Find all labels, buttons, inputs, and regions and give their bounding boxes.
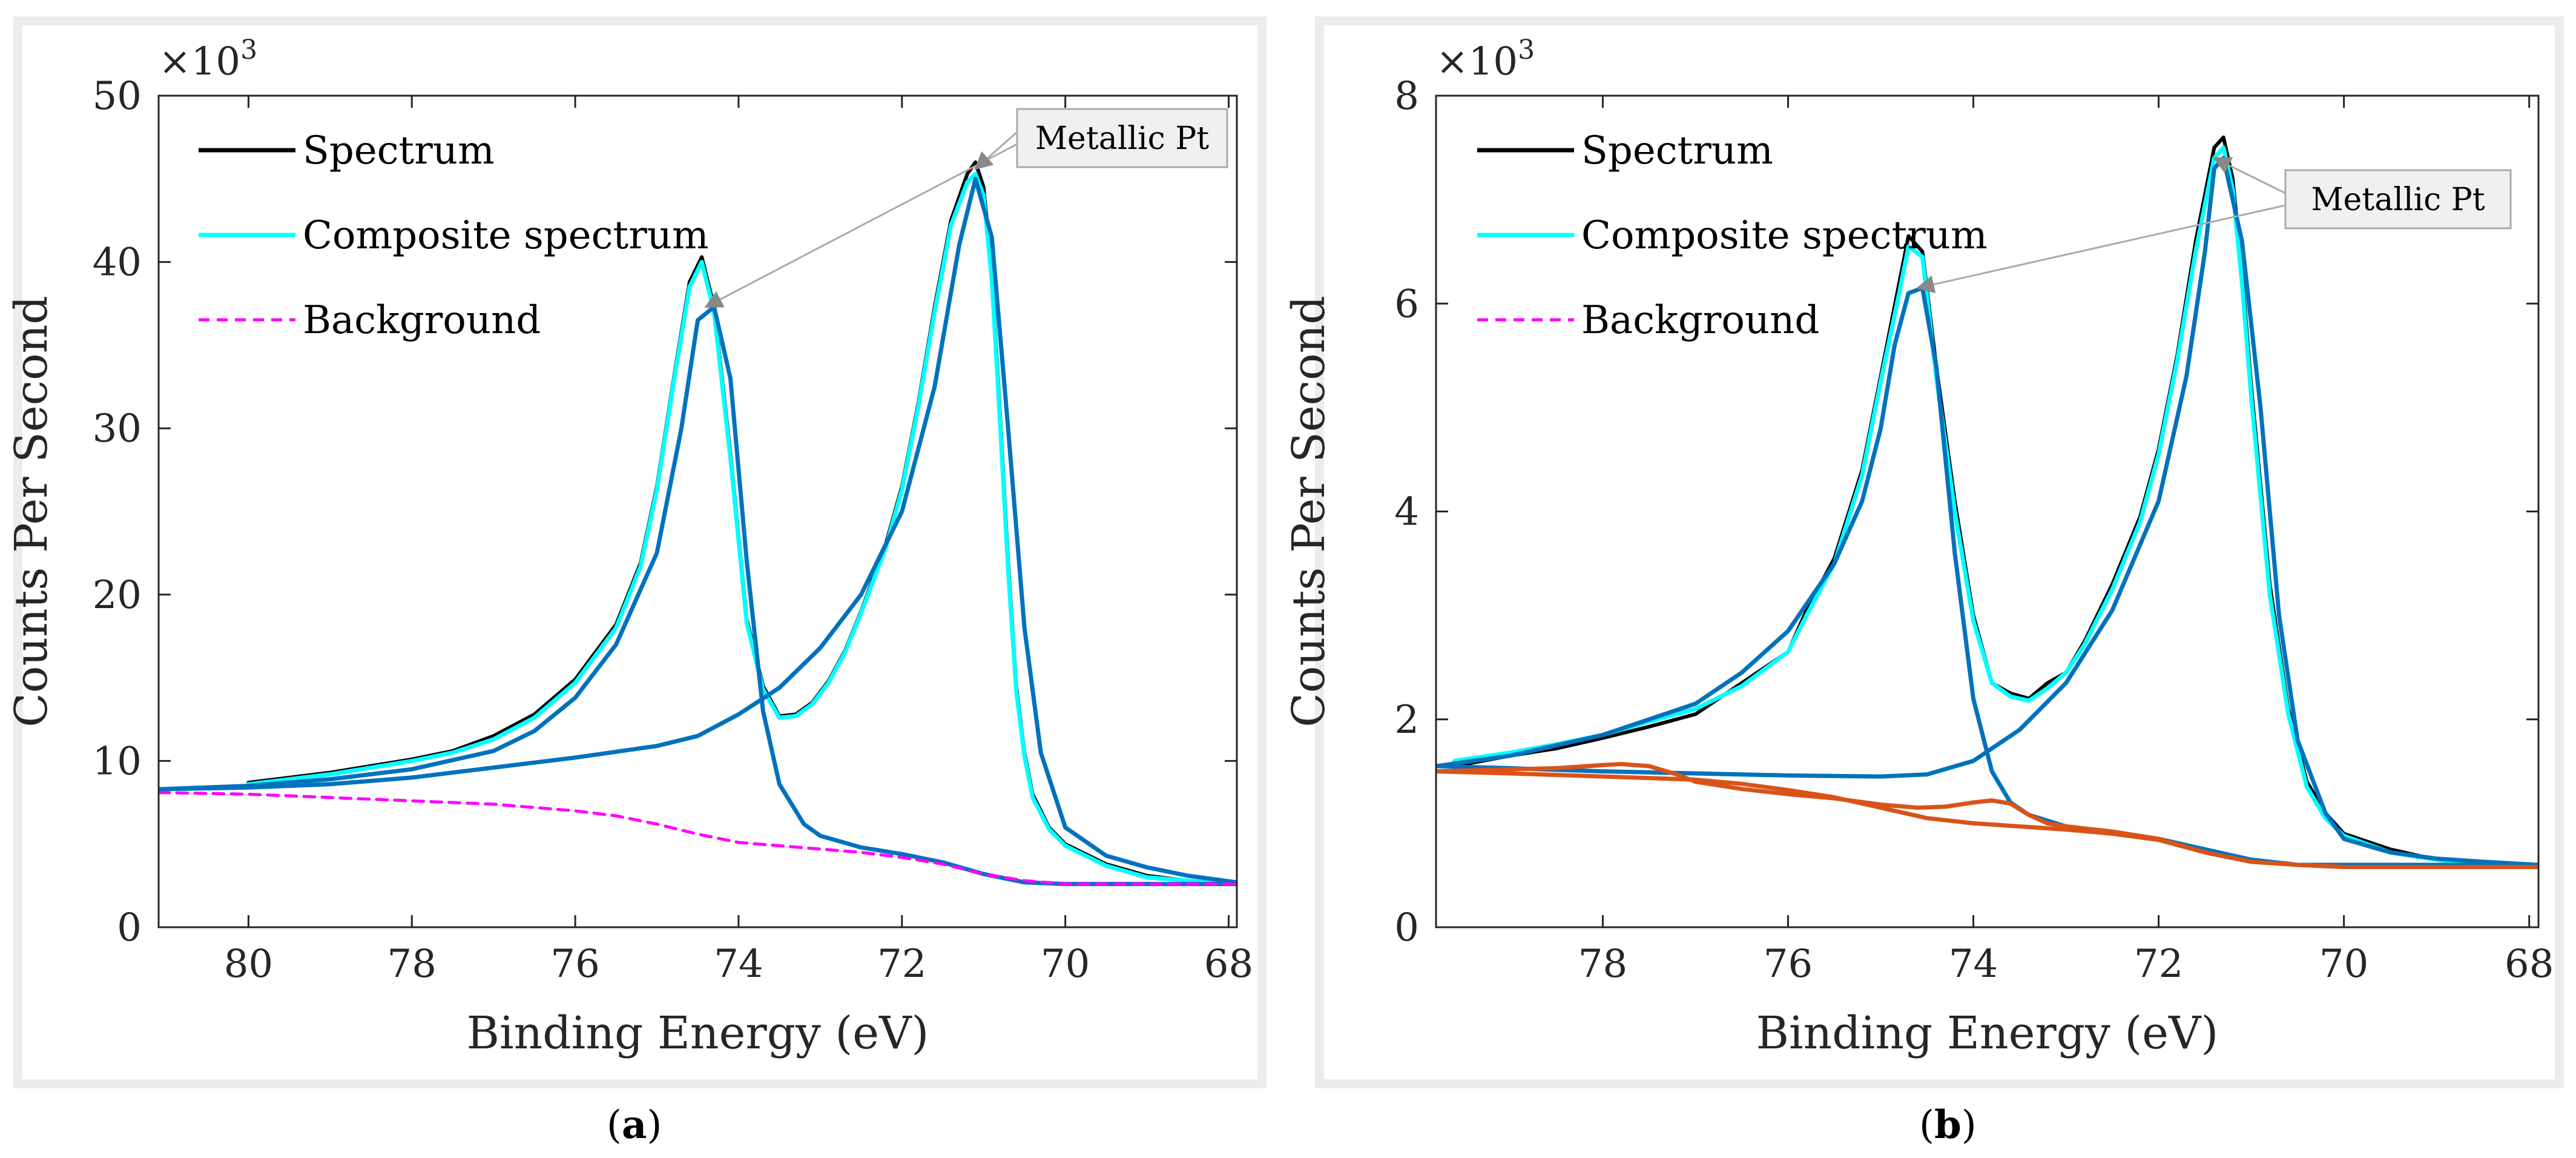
x-tick-label: 70 (2319, 942, 2368, 987)
series-pt-4f5-2 (1436, 286, 2538, 867)
x-tick-label: 78 (387, 942, 436, 987)
x-tick-label: 76 (550, 942, 599, 987)
x-tick-label: 72 (877, 942, 926, 987)
panel-a-caption-letter: a (621, 1102, 647, 1148)
panel-b-series (1436, 135, 2538, 869)
y-tick-label: 2 (1394, 698, 1419, 743)
panel-b-annotation-arrow-1 (1916, 204, 2286, 294)
series-pt-4f5-2 (159, 305, 1237, 887)
panel-b-legend-composite: Composite spectrum (1581, 213, 1988, 258)
panel-b-x-axis-label: Binding Energy (eV) (1756, 1007, 2219, 1059)
panel-b-caption-letter: b (1934, 1102, 1962, 1148)
panel-b-annotation-arrow-2 (2212, 157, 2286, 194)
y-tick-label: 40 (93, 240, 142, 285)
x-tick-label: 72 (2134, 942, 2183, 987)
panel-b-legend: Spectrum Composite spectrum Background (1477, 128, 1988, 343)
series-component-3 (1436, 762, 2538, 869)
series-component-4 (1436, 769, 2538, 869)
y-tick-label: 30 (93, 406, 142, 451)
panel-b-caption: (b) (1919, 1102, 1977, 1148)
panel-a-annotation-text: Metallic Pt (1035, 121, 1209, 157)
y-tick-label: 4 (1394, 490, 1419, 535)
y-tick-label: 0 (117, 905, 142, 950)
panel-a-legend-spectrum: Spectrum (303, 128, 495, 173)
panel-a-legend-background: Background (303, 298, 541, 343)
panel-a-annotation-box (1016, 108, 1228, 168)
series-background (159, 791, 1237, 886)
panel-a-legend-composite: Composite spectrum (303, 213, 709, 258)
series-composite-spectrum (1452, 145, 2532, 867)
x-tick-label: 80 (224, 942, 273, 987)
series-pt-4f7-2 (159, 176, 1237, 885)
panel-a-x-axis-label: Binding Energy (eV) (467, 1007, 929, 1059)
panel-a-annotation-arrow-1 (704, 143, 1018, 308)
y-tick-label: 0 (1394, 905, 1419, 950)
x-tick-label: 78 (1578, 942, 1627, 987)
series-pt-4f7-2 (1436, 156, 2538, 867)
y-tick-label: 20 (93, 573, 142, 618)
panel-a: 80 78 76 74 72 70 68 0 10 20 30 40 50 ×103 Binding E… (5, 35, 1253, 1059)
panel-a-legend: Spectrum Composite spectrum Background (199, 128, 709, 343)
panel-a-axes-box (157, 94, 1238, 928)
panel-a-annotation-arrow-2 (973, 131, 1018, 170)
panel-a-y-axis-label: Counts Per Second (5, 296, 58, 727)
y-tick-label: 6 (1394, 282, 1419, 326)
panel-b-annotation-text: Metallic Pt (2311, 182, 2485, 218)
y-tick-label: 10 (93, 739, 142, 784)
y-tick-label: 50 (93, 74, 142, 119)
panel-b-legend-spectrum: Spectrum (1581, 128, 1773, 173)
panel-a-annotation: Metallic Pt (704, 108, 1228, 308)
y-tick-label: 8 (1394, 74, 1419, 119)
x-tick-label: 76 (1764, 942, 1813, 987)
panel-b-exponent-label: ×103 (1436, 35, 1535, 84)
panel-b-annotation-box (2284, 169, 2512, 230)
panel-b-y-axis-label: Counts Per Second (1283, 296, 1335, 727)
panel-b-legend-background: Background (1581, 298, 1819, 343)
x-tick-label: 74 (1949, 942, 1998, 987)
x-tick-label: 68 (2505, 942, 2554, 987)
panel-a-exponent-label: ×103 (159, 35, 257, 84)
panel-a-ticks: 80 78 76 74 72 70 68 0 10 20 30 40 50 (93, 74, 1254, 987)
panel-b-annotation: Metallic Pt (1916, 157, 2512, 294)
panel-a-frame (13, 16, 1267, 1088)
x-tick-label: 70 (1041, 942, 1090, 987)
x-tick-label: 74 (714, 942, 763, 987)
panel-a-series (159, 160, 1237, 887)
x-tick-label: 68 (1204, 942, 1253, 987)
series-composite-spectrum (246, 171, 1231, 887)
panel-a-caption: (a) (607, 1102, 662, 1148)
